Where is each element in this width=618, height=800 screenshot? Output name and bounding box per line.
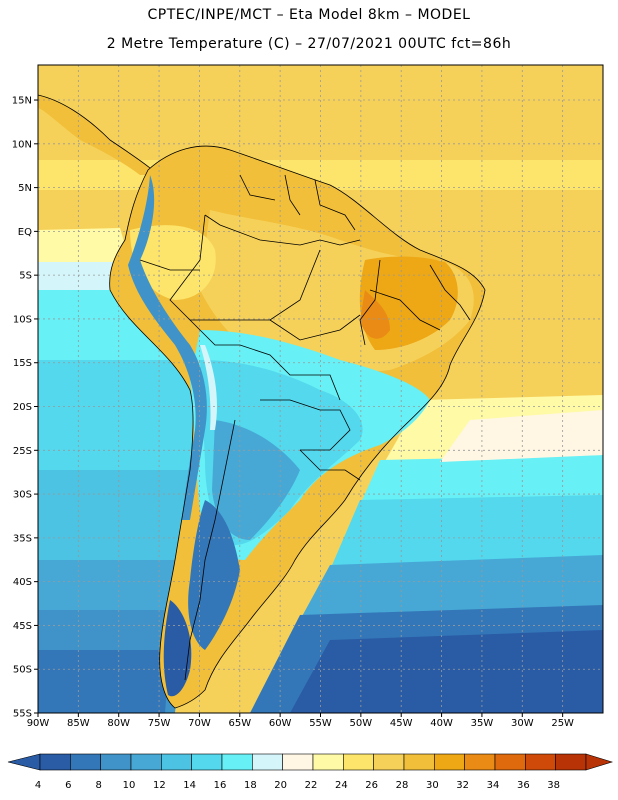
lon-label: 35W — [471, 718, 494, 729]
color-scale-cell — [39, 753, 71, 771]
color-scale-label: 4 — [35, 780, 41, 791]
lat-label: 10N — [12, 139, 32, 150]
lat-label: 50S — [13, 665, 32, 676]
atlantic-band-20 — [440, 410, 603, 462]
lat-label: 45S — [13, 621, 32, 632]
color-scale-cell — [130, 753, 162, 771]
color-scale-low-arrow — [7, 753, 41, 771]
color-scale-label: 22 — [305, 780, 318, 791]
lat-label: 5S — [19, 271, 32, 282]
color-scale-cell — [312, 753, 344, 771]
lon-label: 45W — [390, 718, 413, 729]
lat-label: 10S — [13, 314, 32, 325]
color-scale-cell — [403, 753, 435, 771]
color-scale-cell — [252, 753, 283, 771]
map-title-line-2: 2 Metre Temperature (C) – 27/07/2021 00U… — [106, 36, 512, 52]
color-scale-cell — [161, 753, 192, 771]
color-scale-high-arrow — [585, 753, 614, 771]
color-scale-label: 26 — [365, 780, 378, 791]
lat-label: 35S — [13, 533, 32, 544]
lon-label: 85W — [67, 718, 90, 729]
color-scale-cell — [343, 753, 374, 771]
lon-label: 75W — [148, 718, 171, 729]
graticule — [38, 65, 603, 713]
lon-label: 60W — [269, 718, 292, 729]
central-america — [38, 95, 155, 175]
lat-label: 20S — [13, 402, 32, 413]
color-scale-cell — [525, 753, 556, 771]
color-scale-label: 18 — [244, 780, 257, 791]
lon-label: 80W — [107, 718, 130, 729]
color-scale-cells — [7, 753, 614, 771]
lat-label: 40S — [13, 577, 32, 588]
color-scale-label: 32 — [456, 780, 469, 791]
lat-label: 5N — [18, 183, 32, 194]
color-scale-cell — [282, 753, 314, 771]
color-scale-cell — [464, 753, 496, 771]
color-scale-cell — [373, 753, 405, 771]
lat-label: EQ — [18, 227, 32, 238]
andes-cold-streak — [128, 175, 207, 520]
patagonia-cold — [188, 500, 240, 650]
color-scale-label: 20 — [274, 780, 287, 791]
color-scale-cell — [191, 753, 223, 771]
color-scale-label: 16 — [214, 780, 227, 791]
lat-label: 30S — [13, 490, 32, 501]
color-scale-cell — [221, 753, 253, 771]
andes-highlands — [200, 345, 217, 430]
color-scale-cell — [70, 753, 101, 771]
temperature-field — [38, 65, 603, 713]
lon-label: 65W — [228, 718, 251, 729]
temperature-map: 15N 10N 5N EQ 5S 10S 15S 20S 25S 30S 35S 40S 45S 50S 5… — [12, 64, 604, 729]
lon-label: 30W — [511, 718, 534, 729]
atlantic-band-10 — [300, 555, 603, 620]
atlantic-band-4 — [290, 630, 603, 713]
lon-label: 55W — [309, 718, 332, 729]
color-scale-label: 34 — [487, 780, 500, 791]
color-scale-label: 14 — [183, 780, 196, 791]
color-scale-labels: 4 6 8 10 12 14 16 18 20 22 24 26 28 30 32 34 36 38 — [35, 780, 560, 791]
lat-label: 15N — [12, 96, 32, 107]
color-scale-label: 36 — [517, 780, 530, 791]
color-scale-label: 10 — [123, 780, 136, 791]
color-scale-label: 6 — [65, 780, 71, 791]
color-scale-label: 30 — [426, 780, 439, 791]
color-scale-cell — [100, 753, 132, 771]
lat-label: 25S — [13, 446, 32, 457]
atlantic-band-16 — [360, 455, 603, 505]
lon-label: 40W — [430, 718, 453, 729]
map-title-line-1: CPTEC/INPE/MCT – Eta Model 8km – MODEL — [147, 7, 471, 23]
color-scale-label: 24 — [335, 780, 348, 791]
lon-label: 50W — [350, 718, 373, 729]
color-scale-label: 38 — [547, 780, 560, 791]
lat-label: 55S — [13, 709, 32, 720]
lat-label: 15S — [13, 358, 32, 369]
western-amazon — [130, 225, 216, 300]
color-scale-bar: 4 6 8 10 12 14 16 18 20 22 24 26 28 30 32 34 36 38 — [7, 753, 614, 791]
pacific-band-22 — [38, 228, 130, 262]
color-scale-cell — [434, 753, 465, 771]
axis-ticks — [34, 99, 564, 717]
country-borders — [38, 94, 486, 709]
color-scale-label: 8 — [95, 780, 101, 791]
color-scale-cell — [494, 753, 526, 771]
latitude-labels: 15N 10N 5N EQ 5S 10S 15S 20S 25S 30S 35S 40S 45S 50S 5… — [12, 96, 32, 720]
longitude-labels: 90W 85W 80W 75W 70W 65W 60W 55W 50W 45W 40W 35W 30W 2… — [27, 718, 574, 729]
pacific-band-10 — [38, 560, 190, 610]
color-scale-cell — [555, 753, 587, 771]
pacific-band-6 — [38, 650, 170, 713]
color-scale-label: 28 — [396, 780, 409, 791]
lon-label: 70W — [188, 718, 211, 729]
hot-spot — [360, 290, 390, 339]
lon-label: 90W — [27, 718, 50, 729]
lon-label: 25W — [551, 718, 574, 729]
southern-tip-cold — [163, 600, 192, 697]
color-scale-label: 12 — [153, 780, 166, 791]
atlantic-band-14 — [330, 495, 603, 570]
